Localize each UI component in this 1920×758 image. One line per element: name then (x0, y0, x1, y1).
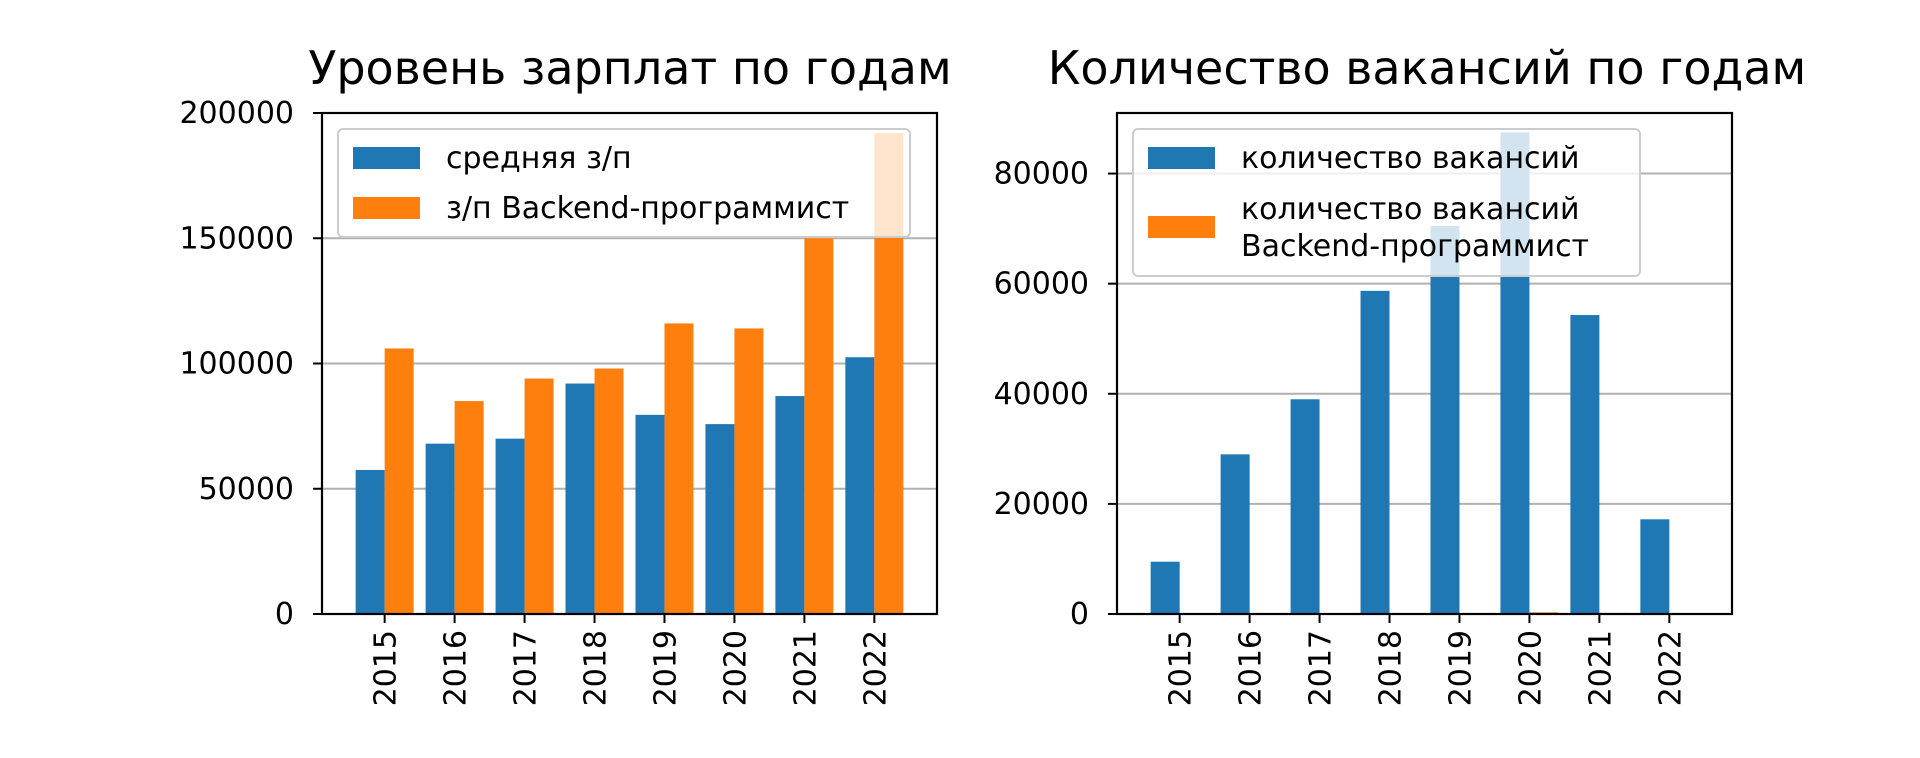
legend-swatch (1148, 216, 1215, 238)
x-tick-label: 2016 (439, 630, 474, 706)
x-tick-label: 2016 (1234, 630, 1269, 706)
y-tick-label: 40000 (994, 377, 1089, 412)
bar-series1-2021 (1570, 315, 1600, 614)
legend-label: з/п Backend-программист (446, 191, 849, 226)
y-tick-label: 80000 (994, 157, 1089, 192)
legend-label: количество вакансий Backend-программист (1241, 192, 1589, 264)
chart-2: 0 20000 40000 60000 80000 2015 2016 2017 2018 201… (994, 41, 1807, 706)
legend-label: количество вакансий (1241, 141, 1580, 176)
bar-series1-2019 (1430, 225, 1460, 614)
plot-frame (320, 111, 939, 616)
x-tick-label: 2018 (579, 630, 614, 706)
x-tick-label: 2020 (718, 630, 753, 706)
legend: количество вакансий количество вакансий Ba… (1132, 128, 1641, 277)
x-tick-label: 2019 (1443, 630, 1478, 706)
bar-series1-2016 (1220, 454, 1250, 614)
bar-series2-2016 (454, 401, 484, 614)
bar-series1-2015 (355, 469, 385, 614)
bar-series1-2020 (705, 424, 735, 614)
chart-1: 0 50000 100000 150000 200000 2015 2016 2017 2018… (179, 41, 951, 706)
legend-swatch (353, 147, 420, 169)
x-tick-label: 2022 (1653, 630, 1688, 706)
bar-series1-2022 (845, 357, 875, 614)
x-tick-label: 2019 (648, 630, 683, 706)
chart-title: Уровень зарплат по годам (308, 41, 951, 95)
x-tick-label: 2020 (1513, 630, 1548, 706)
bar-series1-2015 (1150, 561, 1180, 614)
bar-series2-2018 (594, 368, 624, 614)
bar-series1-2016 (425, 443, 455, 614)
y-tick-label: 100000 (179, 347, 294, 382)
legend: средняя з/п з/п Backend-программист (337, 128, 911, 238)
bar-series1-2018 (1360, 290, 1390, 614)
legend-box (337, 128, 911, 238)
bar-series2-2019 (664, 323, 694, 614)
bar-series1-2018 (565, 383, 595, 614)
bar-series2-2021 (804, 238, 834, 614)
x-tick-label: 2015 (1164, 630, 1199, 706)
y-tick-label: 150000 (179, 221, 294, 256)
x-tick-label: 2018 (1374, 630, 1409, 706)
bar-series2-2020 (734, 328, 764, 614)
x-tick-label: 2017 (509, 630, 544, 706)
legend-label: средняя з/п (446, 141, 632, 176)
legend-box (1132, 128, 1641, 277)
legend-swatch (1148, 147, 1215, 169)
bar-series1-2019 (635, 414, 665, 614)
bar-series1-2021 (775, 396, 805, 614)
x-tick-label: 2015 (369, 630, 404, 706)
bar-series2-2017 (524, 378, 554, 614)
y-tick-label: 0 (1070, 597, 1089, 632)
y-tick-label: 20000 (994, 487, 1089, 522)
x-tick-label: 2022 (858, 630, 893, 706)
y-tick-label: 50000 (199, 472, 294, 507)
bar-series1-2017 (495, 438, 525, 614)
y-tick-label: 0 (275, 597, 294, 632)
x-tick-label: 2021 (788, 630, 823, 706)
y-tick-label: 200000 (179, 96, 294, 131)
bar-series2-2015 (384, 348, 414, 614)
bar-series1-2022 (1640, 519, 1670, 614)
bar-series1-2017 (1290, 399, 1320, 614)
legend-swatch (353, 197, 420, 219)
plot-frame (1115, 111, 1734, 616)
x-tick-label: 2017 (1304, 630, 1339, 706)
chart-title: Количество вакансий по годам (1048, 41, 1806, 95)
x-tick-label: 2021 (1583, 630, 1618, 706)
y-tick-label: 60000 (994, 267, 1089, 302)
